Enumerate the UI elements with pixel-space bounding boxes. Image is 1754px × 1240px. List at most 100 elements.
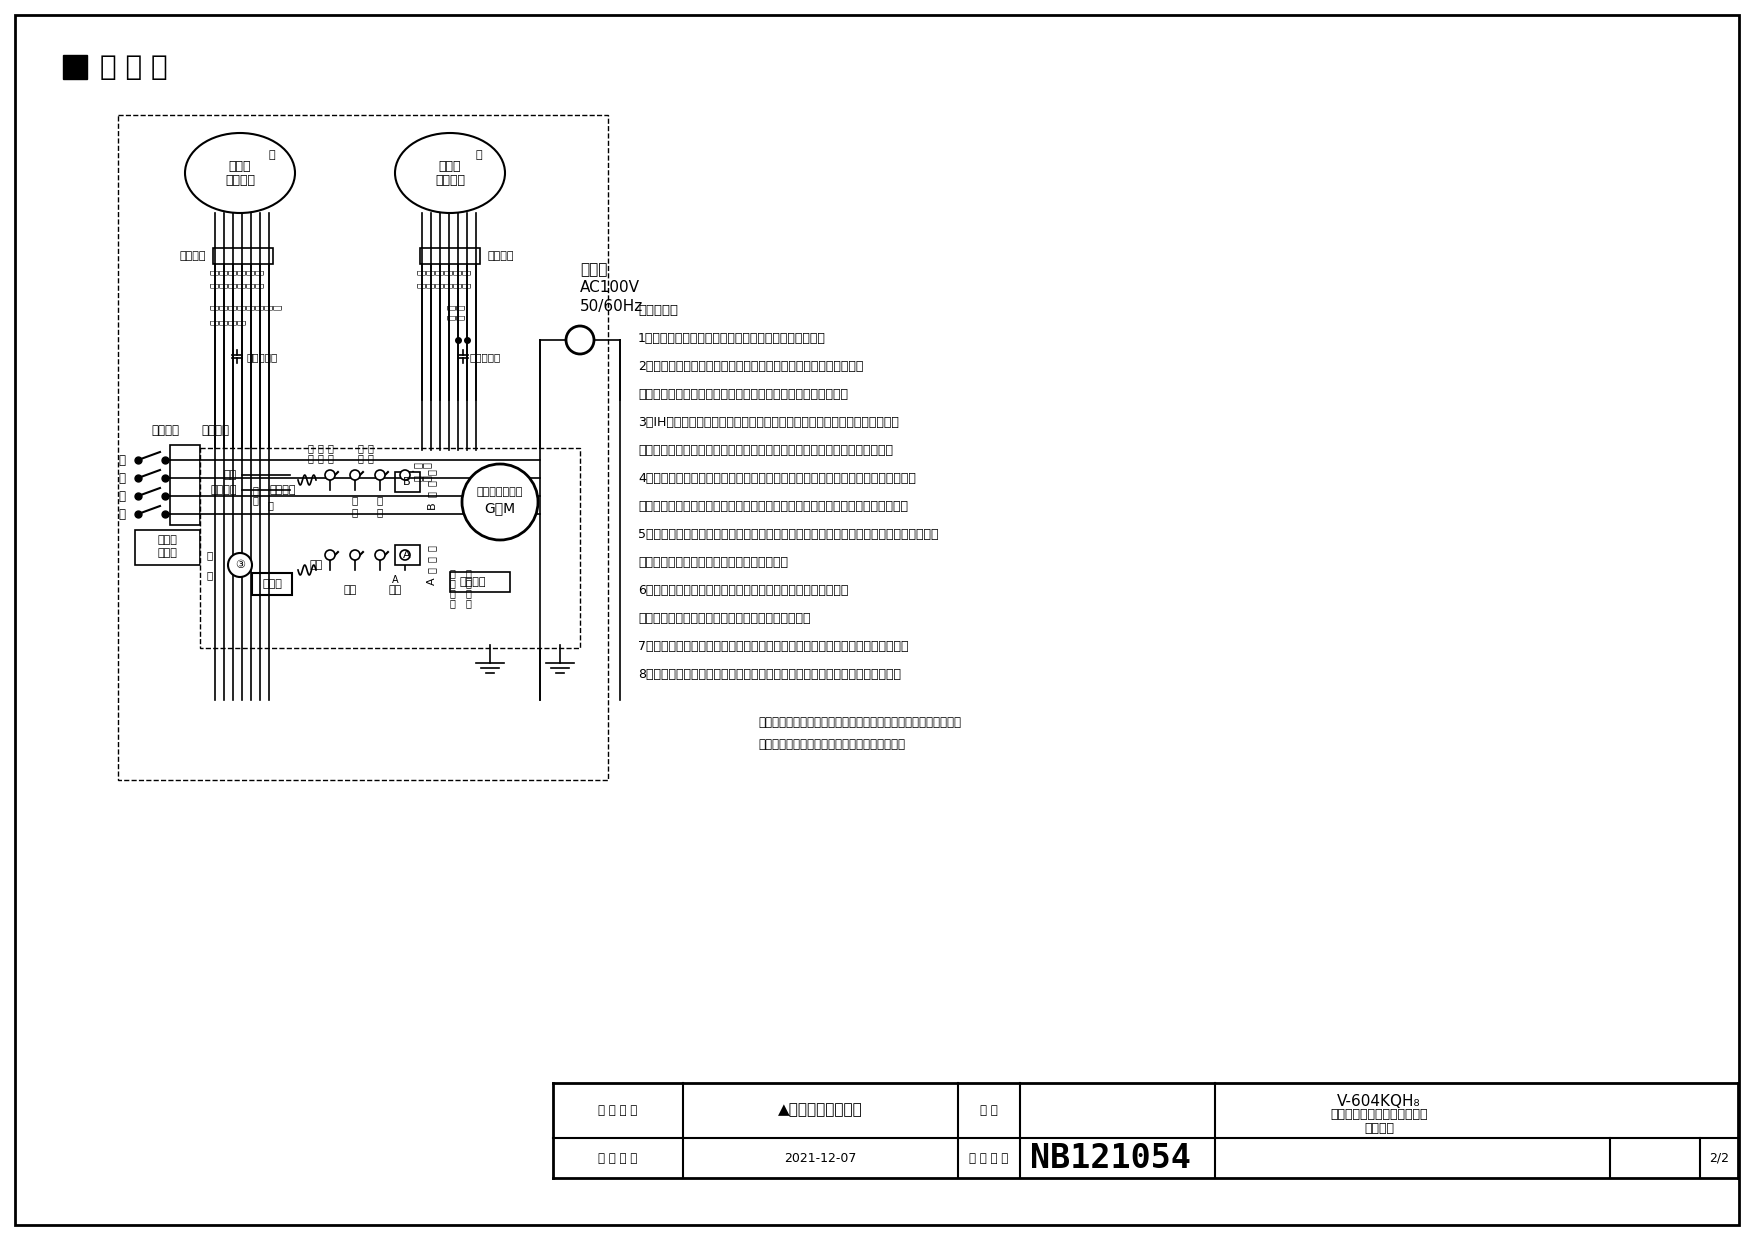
Text: 詳細は行政官庁または、消防署にお問い合わせください。: 詳細は行政官庁または、消防署にお問い合わせください。 [638,387,847,401]
Text: ダ: ダ [412,475,423,481]
Bar [118,115,609,780]
Text: 8．その他、居付けに関する注意事項は居付説明書の内容をご参照ください。: 8．その他、居付けに関する注意事項は居付説明書の内容をご参照ください。 [638,667,902,681]
Text: ダイダイ: ダイダイ [210,485,237,495]
Text: ダ: ダ [475,150,482,160]
Text: オ: オ [426,283,435,289]
Text: オ: オ [367,453,374,463]
Text: カ: カ [253,495,258,505]
Text: 整 理 番 号: 整 理 番 号 [970,1152,1009,1164]
Circle shape [351,551,360,560]
Text: キ: キ [207,551,214,560]
Circle shape [400,551,410,560]
Bar [451,572,510,591]
Text: NB121054: NB121054 [1030,1142,1191,1174]
Text: ア: ア [367,443,374,453]
Text: チャ: チャ [388,585,402,595]
Text: イ: イ [267,500,274,510]
Text: ロ: ロ [210,283,219,289]
Text: カ: カ [307,453,312,463]
Ellipse shape [184,133,295,213]
Bar [135,529,200,565]
Text: 滴下することがありますので、布等にて、ふき取ってご使用ください。: 滴下することがありますので、布等にて、ふき取ってご使用ください。 [638,444,893,456]
Text: 電動シャッター: 電動シャッター [477,487,523,497]
Text: モーター: モーター [435,175,465,187]
Text: ロ: ロ [247,283,256,289]
Text: オ: オ [219,283,228,289]
Circle shape [351,470,360,480]
Text: コネクタ: コネクタ [179,250,205,260]
Text: イ: イ [228,283,237,289]
Bar [170,445,200,525]
Text: 2/2: 2/2 [1708,1152,1729,1164]
Text: B: B [426,501,437,508]
Text: イ: イ [377,507,382,517]
Text: カ: カ [465,588,470,598]
Text: また汚れた空気（燃焼ガスなど）を吸い込まない位置に取付けてください。: また汚れた空気（燃焼ガスなど）を吸い込まない位置に取付けてください。 [638,500,909,512]
Text: ランプ: ランプ [261,579,282,589]
Text: コネクタ: コネクタ [460,577,486,587]
Text: コネクタ: コネクタ [488,250,514,260]
Circle shape [461,464,538,539]
Text: A: A [403,551,410,560]
Text: 熱交換形: 熱交換形 [1365,1121,1394,1135]
Text: ロ: ロ [358,453,363,463]
Text: 4．給気ダクトと排気ダクトの先端は排気が給気に混ざらないような位置に設け、: 4．給気ダクトと排気ダクトの先端は排気が給気に混ざらないような位置に設け、 [638,471,916,485]
Text: 3．IHクッキングヒーター等を使用して調理をされますと本体に結露が生じ: 3．IHクッキングヒーター等を使用して調理をされますと本体に結露が生じ [638,415,898,429]
Circle shape [567,326,595,353]
Text: G・M: G・M [484,501,516,515]
Text: ム: ム [210,305,219,310]
Text: 6．排気捕集効率に影響するため、空調機や給気口からの風が: 6．排気捕集効率に影響するため、空調機や給気口からの風が [638,584,849,596]
Text: 電　源: 電 源 [581,263,607,278]
Text: ク: ク [456,305,465,310]
Text: リ: リ [426,469,437,475]
Text: ラ: ラ [237,305,247,310]
Circle shape [375,551,384,560]
Text: 50/60Hz: 50/60Hz [581,299,644,314]
Text: ア: ア [465,568,470,578]
Text: モ: モ [463,270,472,275]
Text: ＊大根部分は有資格者である電気工事士にて施工してください。: ＊大根部分は有資格者である電気工事士にて施工してください。 [758,715,961,729]
Bar [212,248,274,264]
Text: 結 線 図: 結 線 図 [100,53,168,81]
Text: コネクタ: コネクタ [202,424,230,436]
Text: 第 三 角 法: 第 三 角 法 [598,1104,638,1116]
Text: アオ: アオ [225,470,237,480]
Text: 1．住宅の台所用です。業務用途では使用できません。: 1．住宅の台所用です。業務用途では使用できません。 [638,331,826,345]
Text: ク: ク [454,270,463,275]
Text: ア: ア [449,568,454,578]
Circle shape [400,470,410,480]
Circle shape [324,470,335,480]
Text: （深形フードの使用をおすすめします）: （深形フードの使用をおすすめします） [638,556,788,568]
Bar [395,472,419,492]
Bar [395,546,419,565]
Circle shape [375,470,384,480]
Bar [253,573,291,595]
Text: ロ: ロ [447,315,456,320]
Text: A: A [391,575,398,585]
Bar [63,55,88,79]
Text: 排気用: 排気用 [438,160,461,174]
Text: カ: カ [449,588,454,598]
Text: ロ: ロ [456,315,465,320]
Text: ダ: ダ [435,270,444,275]
Text: モ: モ [256,270,265,275]
Text: V-604KQH₈: V-604KQH₈ [1337,1094,1421,1109]
Text: ム: ム [219,305,228,310]
Text: 2021-12-07: 2021-12-07 [784,1152,856,1164]
Text: カ: カ [237,283,247,289]
Text: ＜ご注意＞: ＜ご注意＞ [638,304,679,316]
Text: シ: シ [210,270,219,275]
Text: イ: イ [435,283,444,289]
Text: ダ: ダ [228,270,237,275]
Text: 調理の油煙にあたらないようにしてください。: 調理の油煙にあたらないようにしてください。 [638,611,810,625]
Text: モ: モ [463,283,472,289]
Text: ランプ: ランプ [158,534,177,546]
Text: 入・切: 入・切 [158,548,177,558]
Text: チ: チ [465,578,470,588]
Text: ハ: ハ [377,495,382,505]
Bar [419,248,481,264]
Text: 形 名: 形 名 [980,1104,998,1116]
Text: 5．屋外側の給・排気口が直接雨水のかかる場所では、雨水が浸入することがあります。: 5．屋外側の給・排気口が直接雨水のかかる場所では、雨水が浸入することがあります。 [638,527,938,541]
Text: ア: ア [253,485,258,495]
Text: ク: ク [247,270,256,275]
